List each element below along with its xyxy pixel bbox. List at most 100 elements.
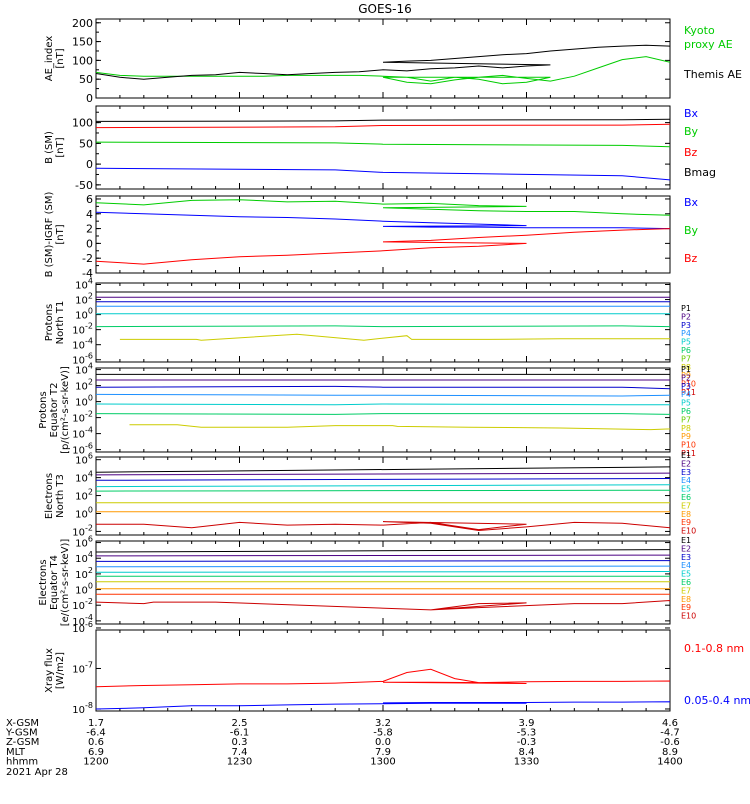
y-tick-label: 50 (79, 137, 93, 150)
panel-frame (96, 457, 670, 535)
series-line-p6 (96, 414, 670, 415)
x-axis-value: 1200 (83, 756, 108, 767)
x-axis-row-label: hhmm (6, 756, 38, 767)
x-axis-value: 1400 (657, 756, 682, 767)
legend-entry: Bx (684, 196, 699, 209)
y-axis-label: North T3 (55, 474, 66, 518)
series-group (96, 669, 750, 709)
y-axis-label: [p/(cm²-s-sr-keV)] (60, 366, 71, 454)
series-group (96, 292, 750, 340)
series-line-e10 (96, 601, 750, 610)
y-tick-label: 0 (86, 158, 93, 171)
y-axis-label: AE_index (44, 36, 55, 82)
series-line-e2 (96, 555, 670, 556)
series-line-e5 (96, 572, 670, 573)
legend-entry: By (684, 125, 699, 138)
panel-frame (96, 368, 670, 452)
series-line-e4 (96, 485, 670, 487)
series-line-bmag (96, 119, 670, 121)
y-tick-label: 0 (86, 92, 93, 105)
y-axis-label: [nT] (55, 48, 66, 68)
legend-entry: E10 (681, 612, 696, 621)
series-line-0-1-0-8-nm (96, 669, 750, 686)
y-tick-label: 50 (79, 73, 93, 86)
y-axis-label: Xray flux (44, 648, 55, 693)
series-line-by (96, 200, 750, 218)
y-axis-label: Protons (44, 304, 55, 341)
y-tick-label: 10-4 (72, 426, 93, 441)
panel-frame (96, 19, 670, 98)
panel-frame (96, 283, 670, 362)
figure-title: GOES-16 (358, 2, 412, 16)
series-line-e4 (96, 566, 670, 567)
y-tick-label: 2 (86, 223, 93, 236)
panel-frame (96, 106, 670, 189)
y-tick-label: 200 (72, 17, 93, 30)
y-tick-label: 102 (75, 292, 93, 307)
y-tick-label: 100 (75, 307, 93, 322)
y-axis-label: [nT] (55, 224, 66, 244)
legend-entry: Bmag (684, 166, 716, 179)
y-tick-label: 10-2 (72, 410, 93, 425)
date-label: 2021 Apr 28 (6, 767, 68, 778)
panel-frame (96, 541, 670, 624)
series-line-0-05-0-4-nm (96, 702, 750, 709)
legend-entry: Bz (684, 146, 698, 159)
y-axis-label: Electrons (44, 473, 55, 519)
series-line-e5 (96, 490, 670, 491)
series-line-e10 (96, 522, 750, 531)
x-axis-value: 1300 (370, 756, 395, 767)
y-tick-label: 0 (86, 237, 93, 250)
y-tick-label: 4 (86, 208, 93, 221)
legend-entry: proxy AE (684, 38, 733, 51)
legend-entry: Bz (684, 252, 698, 265)
y-axis-label: [nT] (55, 137, 66, 157)
legend-entry: 0.05-0.4 nm (684, 694, 750, 707)
y-tick-label: 6 (86, 193, 93, 206)
legend-entry: 0.1-0.8 nm (684, 642, 744, 655)
y-tick-label: 10-2 (72, 322, 93, 337)
y-tick-label: 102 (75, 378, 93, 393)
y-axis-label: [W/m2] (55, 652, 66, 689)
series-line-e1 (96, 467, 670, 472)
y-tick-label: 100 (75, 582, 93, 597)
y-axis-label: Electrons (38, 559, 49, 605)
y-axis-label: [e/(cm²-s-sr-keV)] (60, 539, 71, 627)
y-tick-label: -50 (75, 179, 93, 192)
series-group (96, 119, 670, 180)
legend-entry: By (684, 224, 699, 237)
x-axis-value: 1330 (514, 756, 539, 767)
series-line-bx (96, 168, 670, 180)
series-line-themis-ae (96, 27, 750, 80)
y-axis-label: North T1 (55, 301, 66, 345)
y-tick-label: 100 (75, 505, 93, 520)
series-line-by (96, 142, 670, 147)
y-tick-label: 10-7 (72, 660, 93, 675)
x-axis-value: 1230 (227, 756, 252, 767)
series-line-p6 (96, 326, 670, 327)
legend-entry: Kyoto (684, 24, 715, 37)
series-line-bz (96, 124, 670, 127)
y-tick-label: 100 (72, 54, 93, 67)
series-group (96, 550, 750, 610)
y-tick-label: 102 (75, 566, 93, 581)
series-group (96, 374, 750, 429)
y-tick-label: 10-8 (72, 701, 93, 716)
y-tick-label: 104 (75, 550, 93, 565)
series-line-p5 (96, 404, 670, 405)
y-axis-label: B (SM)-IGRF (SM) (44, 192, 55, 278)
y-axis-label: Equator T4 (49, 555, 60, 610)
series-group (96, 200, 750, 264)
series-line-p8 (120, 334, 750, 340)
series-line-e2 (96, 473, 670, 475)
y-tick-label: 102 (75, 488, 93, 503)
